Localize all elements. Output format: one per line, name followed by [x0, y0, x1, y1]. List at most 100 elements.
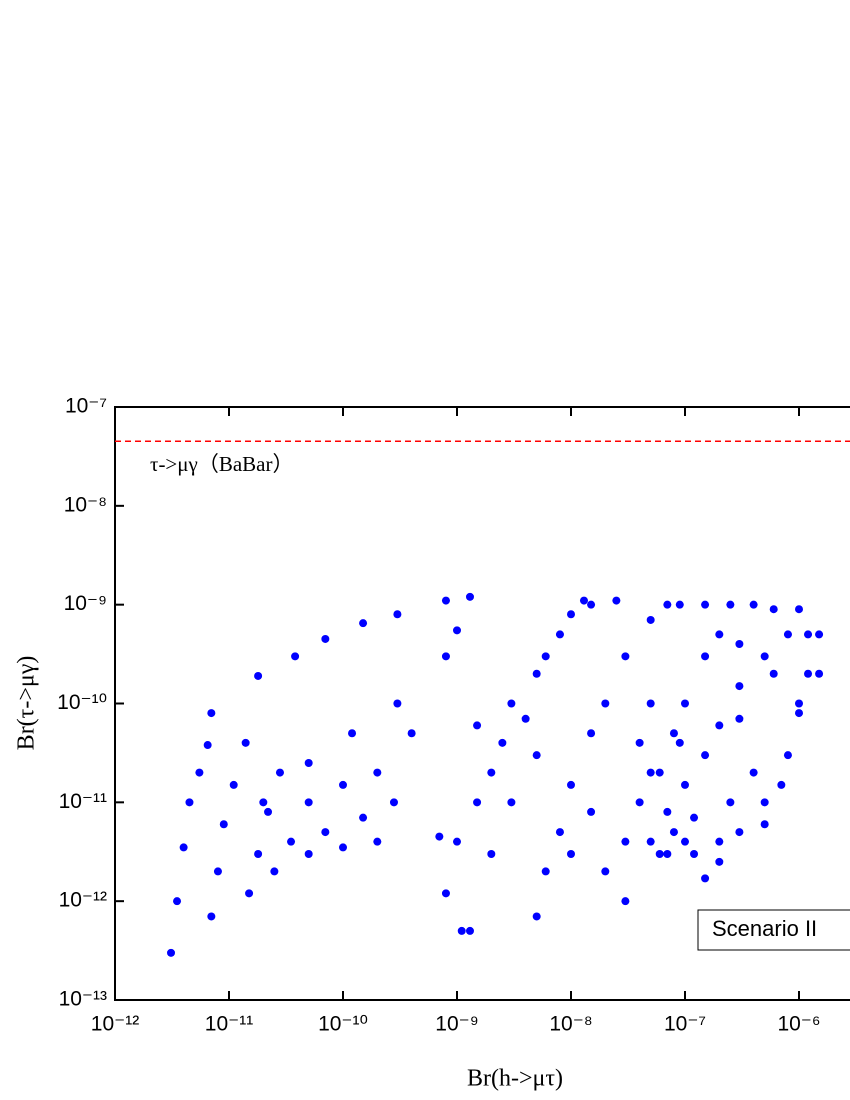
point	[532, 669, 541, 678]
point	[219, 820, 228, 829]
x-axis-label: Br(h->μτ)	[467, 1066, 563, 1092]
point	[646, 615, 655, 624]
x-tick-label: 10⁻⁹	[435, 1013, 478, 1036]
x-tick-label: 10⁻⁷	[664, 1013, 706, 1036]
point	[173, 897, 182, 906]
point	[601, 867, 610, 876]
point	[795, 699, 803, 708]
point	[373, 768, 382, 777]
point	[715, 857, 724, 866]
point	[815, 669, 824, 678]
point	[663, 807, 672, 816]
point	[783, 751, 792, 760]
point	[441, 596, 450, 605]
point	[663, 600, 672, 609]
point	[783, 630, 792, 639]
point	[207, 912, 216, 921]
point	[715, 630, 724, 639]
point	[804, 669, 813, 678]
y-axis-label: Br(τ->μγ)	[14, 656, 40, 751]
point	[760, 798, 769, 807]
point	[555, 630, 564, 639]
point	[655, 768, 664, 777]
point	[735, 639, 744, 648]
point	[769, 605, 778, 614]
point	[348, 729, 357, 738]
point	[777, 780, 786, 789]
point	[621, 837, 630, 846]
point	[646, 768, 655, 777]
point	[487, 850, 496, 859]
point	[339, 843, 347, 852]
point	[669, 828, 678, 837]
point	[304, 759, 313, 768]
point	[795, 709, 803, 718]
point	[393, 610, 402, 619]
point	[304, 798, 313, 807]
point	[701, 600, 710, 609]
point	[521, 714, 530, 723]
point	[473, 721, 482, 730]
point	[804, 630, 813, 639]
point	[185, 798, 194, 807]
point	[567, 610, 575, 619]
y-tick-label: 10⁻¹³	[59, 988, 107, 1011]
point	[393, 699, 402, 708]
x-tick-label: 10⁻¹⁰	[318, 1013, 368, 1036]
point	[254, 671, 263, 680]
point	[612, 596, 621, 605]
point	[275, 768, 284, 777]
point	[715, 837, 724, 846]
y-tick-label: 10⁻⁷	[65, 395, 107, 418]
point	[435, 832, 444, 841]
y-tick-label: 10⁻¹²	[59, 889, 107, 912]
point	[264, 807, 273, 816]
y-tick-label: 10⁻¹⁰	[57, 691, 107, 714]
point	[441, 889, 450, 898]
point	[270, 867, 279, 876]
x-tick-label: 10⁻¹¹	[205, 1013, 253, 1036]
point	[498, 738, 507, 747]
point	[245, 889, 254, 898]
point	[441, 652, 450, 661]
point	[465, 926, 474, 935]
point	[815, 630, 824, 639]
x-tick-label: 10⁻⁶	[777, 1013, 820, 1036]
point	[621, 897, 630, 906]
point	[675, 600, 684, 609]
point	[407, 729, 416, 738]
point	[507, 798, 516, 807]
point	[453, 626, 461, 635]
point	[287, 837, 296, 846]
point	[453, 837, 461, 846]
point	[726, 600, 735, 609]
point	[254, 850, 263, 859]
point	[669, 729, 678, 738]
point	[487, 768, 496, 777]
point	[259, 798, 268, 807]
point	[735, 828, 744, 837]
point	[567, 850, 575, 859]
point	[213, 867, 222, 876]
point	[749, 768, 758, 777]
point	[532, 751, 541, 760]
point	[621, 652, 630, 661]
point	[457, 926, 466, 935]
point	[304, 850, 313, 859]
point	[749, 600, 758, 609]
point	[579, 596, 588, 605]
point	[555, 828, 564, 837]
point	[587, 729, 596, 738]
point	[690, 813, 699, 822]
point	[701, 874, 710, 883]
point	[690, 850, 699, 859]
y-tick-label: 10⁻⁹	[64, 592, 107, 615]
point	[241, 738, 250, 747]
x-tick-label: 10⁻⁸	[549, 1013, 592, 1036]
point	[567, 780, 575, 789]
point	[681, 837, 689, 846]
point	[646, 837, 655, 846]
point	[203, 741, 212, 750]
legend-box	[697, 909, 850, 951]
